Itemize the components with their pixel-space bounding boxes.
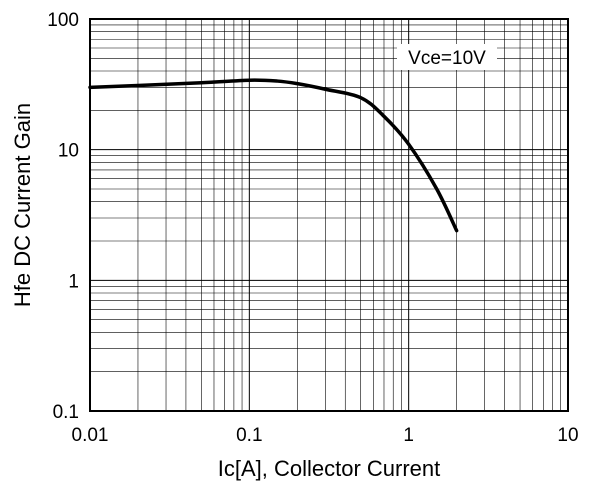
y-axis-ticks: 0.1 1 10 100	[47, 10, 79, 423]
x-axis-title: Ic[A], Collector Current	[218, 456, 441, 481]
x-tick-label: 0.01	[72, 425, 109, 446]
y-tick-label: 10	[58, 141, 79, 162]
y-tick-label: 0.1	[53, 402, 79, 423]
hfe-curve	[88, 78, 459, 233]
plot-frame	[89, 18, 569, 412]
series-layer	[88, 78, 459, 233]
x-axis-ticks: 0.01 0.1 1 10	[72, 425, 579, 446]
y-tick-label: 100	[47, 10, 79, 31]
annotation-background	[397, 44, 497, 70]
y-axis-title: Hfe DC Current Gain	[10, 103, 35, 307]
x-tick-label: 0.1	[236, 425, 262, 446]
x-tick-label: 1	[403, 425, 414, 446]
annotation-vce: Vce=10V	[408, 48, 486, 69]
y-tick-label: 1	[68, 271, 79, 292]
x-tick-label: 10	[557, 425, 578, 446]
